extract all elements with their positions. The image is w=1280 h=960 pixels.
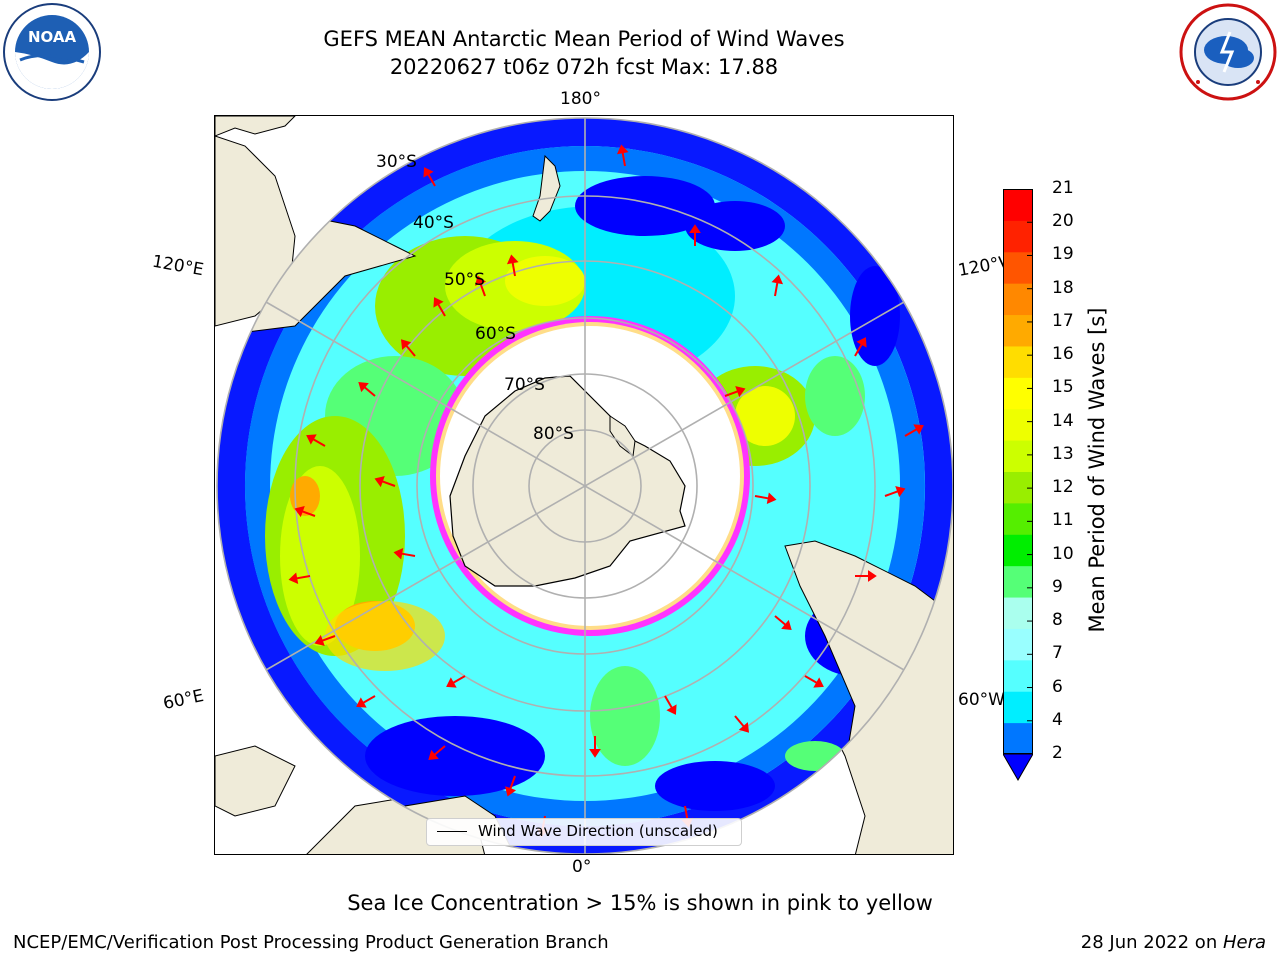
colorbar-tick-label: 2 bbox=[1052, 743, 1063, 763]
colorbar-tick-label: 17 bbox=[1052, 310, 1074, 331]
colorbar bbox=[1003, 189, 1033, 781]
graticule bbox=[216, 117, 953, 854]
colorbar-tick-label: 8 bbox=[1052, 610, 1063, 631]
colorbar-segment bbox=[1003, 534, 1033, 567]
colorbar-segment bbox=[1003, 691, 1033, 724]
colorbar-tick-label: 4 bbox=[1052, 709, 1063, 730]
lon-label-0: 0° bbox=[572, 857, 592, 877]
colorbar-segment bbox=[1003, 659, 1033, 692]
colorbar-segment bbox=[1003, 345, 1033, 378]
footer-date: 28 Jun 2022 on Hera bbox=[1081, 932, 1266, 953]
chart-subtitle: 20220627 t06z 072h fcst Max: 17.88 bbox=[389, 55, 779, 79]
sea-ice-note: Sea Ice Concentration > 15% is shown in … bbox=[347, 891, 933, 915]
lon-label-180: 180° bbox=[560, 89, 601, 109]
legend-line-sample bbox=[437, 831, 467, 832]
colorbar-tick-label: 20 bbox=[1052, 211, 1074, 232]
footer-date-text: 28 Jun 2022 on bbox=[1080, 932, 1223, 953]
colorbar-tick-label: 12 bbox=[1052, 477, 1074, 498]
lat-label-30s: 30°S bbox=[376, 152, 417, 172]
colorbar-segment bbox=[1003, 220, 1033, 253]
lat-label-80s: 80°S bbox=[533, 424, 574, 444]
footer-host: Hera bbox=[1222, 932, 1266, 953]
colorbar-under-extension bbox=[1003, 753, 1033, 781]
colorbar-segment bbox=[1003, 377, 1033, 410]
colorbar-segment bbox=[1003, 628, 1033, 661]
colorbar-border bbox=[1003, 189, 1033, 754]
lat-label-50s: 50°S bbox=[444, 270, 485, 290]
lat-label-70s: 70°S bbox=[504, 375, 545, 395]
colorbar-tick-label: 10 bbox=[1052, 543, 1074, 564]
map-legend: Wind Wave Direction (unscaled) bbox=[426, 818, 742, 846]
colorbar-tick-label: 13 bbox=[1052, 443, 1074, 464]
colorbar-tick-label: 21 bbox=[1052, 178, 1074, 198]
colorbar-tick-label: 6 bbox=[1052, 676, 1063, 697]
colorbar-segment bbox=[1003, 722, 1033, 755]
lon-label-60w: 60°W bbox=[958, 690, 1005, 710]
colorbar-label: Mean Period of Wind Waves [s] bbox=[1085, 307, 1109, 633]
chart-title: GEFS MEAN Antarctic Mean Period of Wind … bbox=[323, 27, 845, 51]
colorbar-tick-label: 16 bbox=[1052, 344, 1074, 365]
colorbar-segment bbox=[1003, 189, 1033, 221]
colorbar-tick-label: 18 bbox=[1052, 277, 1074, 298]
colorbar-segment bbox=[1003, 565, 1033, 598]
colorbar-segment bbox=[1003, 408, 1033, 441]
lat-label-60s: 60°S bbox=[475, 324, 516, 344]
colorbar-tick-label: 19 bbox=[1052, 244, 1074, 265]
noaa-logo: NOAA bbox=[2, 2, 102, 102]
colorbar-segment bbox=[1003, 440, 1033, 472]
national-weather-service-logo bbox=[1178, 2, 1278, 102]
wind-wave-arrows bbox=[288, 144, 924, 838]
map-svg bbox=[215, 116, 953, 854]
colorbar-tick-label: 11 bbox=[1052, 510, 1074, 531]
lon-label-60e: 60°E bbox=[161, 685, 206, 715]
footer-branch: NCEP/EMC/Verification Post Processing Pr… bbox=[13, 932, 609, 953]
colorbar-segment bbox=[1003, 502, 1033, 535]
lon-label-120e: 120°E bbox=[150, 251, 206, 281]
colorbar-tick-label: 14 bbox=[1052, 410, 1074, 431]
colorbar-segment bbox=[1003, 251, 1033, 284]
colorbar-segment bbox=[1003, 597, 1033, 629]
colorbar-tick-label: 9 bbox=[1052, 576, 1063, 597]
colorbar-tick-label: 7 bbox=[1052, 643, 1063, 664]
colorbar-segment bbox=[1003, 283, 1033, 316]
map-panel bbox=[214, 115, 954, 855]
colorbar-tick-label: 15 bbox=[1052, 377, 1074, 398]
colorbar-segment bbox=[1003, 314, 1033, 347]
lat-label-40s: 40°S bbox=[413, 213, 454, 233]
colorbar-segment bbox=[1003, 471, 1033, 504]
noaa-logo-text: NOAA bbox=[28, 28, 77, 46]
legend-label: Wind Wave Direction (unscaled) bbox=[478, 822, 718, 840]
